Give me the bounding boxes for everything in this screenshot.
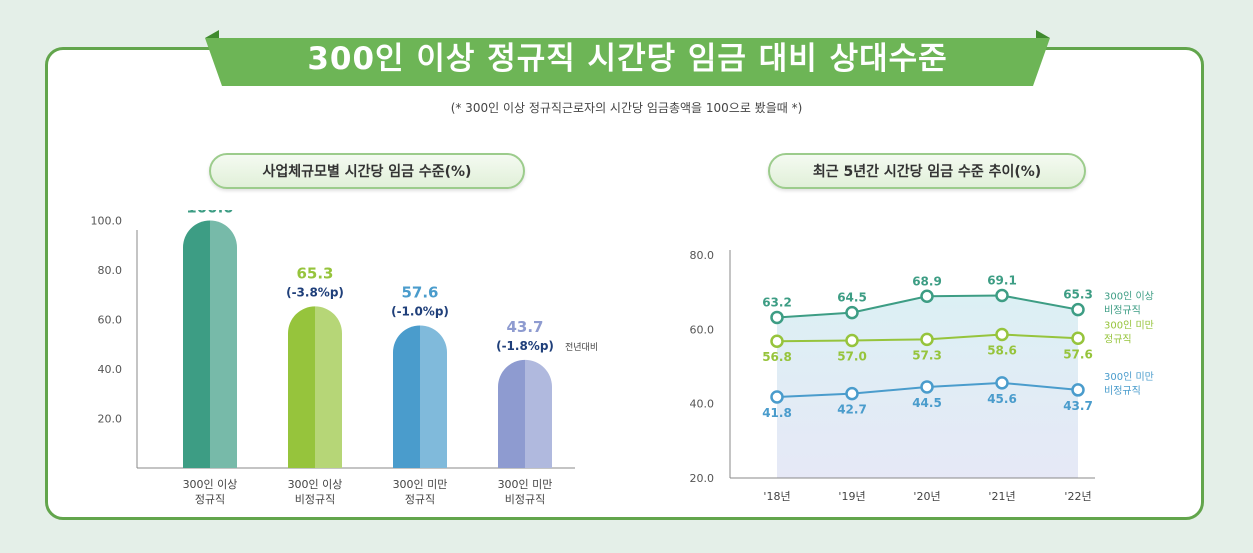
- data-point: [1071, 383, 1085, 397]
- bar-value-label: 100.0: [186, 210, 233, 217]
- data-label: 68.9: [912, 274, 942, 288]
- bar-4: [498, 359, 552, 468]
- data-point: [845, 305, 859, 320]
- data-point: [845, 333, 859, 348]
- data-label: 69.1: [987, 274, 1017, 288]
- data-label: 64.5: [837, 291, 867, 305]
- data-point: [770, 310, 784, 325]
- data-point: [1071, 302, 1085, 317]
- banner-ribbon: [205, 30, 1050, 86]
- data-label: 45.6: [987, 392, 1017, 406]
- bar-value-label: 57.6: [401, 283, 438, 301]
- data-point: [920, 332, 934, 347]
- bar-change-label: (-1.8%p): [496, 339, 554, 353]
- legend-label: 비정규직: [1104, 305, 1141, 317]
- change-unit-note: 전년대비: [565, 342, 598, 353]
- category-label: 비정규직: [295, 493, 335, 506]
- x-tick-label: '19년: [838, 490, 865, 503]
- left-chart-title: 사업체규모별 시간당 임금 수준(%): [209, 153, 525, 189]
- data-label: 57.0: [837, 349, 867, 363]
- y-tick-label: 20.0: [690, 472, 715, 485]
- bar-2: [288, 306, 342, 468]
- data-label: 65.3: [1063, 288, 1093, 302]
- y-tick-label: 80.0: [98, 264, 123, 277]
- page-title: 300인 이상 정규직 시간당 임금 대비 상대수준: [307, 41, 948, 77]
- category-label: 비정규직: [505, 493, 545, 506]
- category-label: 300인 미만: [393, 478, 448, 491]
- x-tick-label: '18년: [763, 490, 790, 503]
- category-label: 정규직: [405, 493, 435, 506]
- data-point: [920, 289, 934, 304]
- data-point: [845, 386, 859, 401]
- category-label: 300인 미만: [498, 478, 553, 491]
- data-label: 43.7: [1063, 399, 1093, 413]
- data-point: [995, 327, 1009, 342]
- x-tick-label: '22년: [1064, 490, 1091, 503]
- legend-label: 비정규직: [1104, 385, 1141, 397]
- legend-label: 300인 미만: [1104, 371, 1154, 383]
- title-banner: 300인 이상 정규직 시간당 임금 대비 상대수준: [205, 30, 1050, 88]
- legend-label: 300인 미만: [1104, 319, 1154, 331]
- data-point: [920, 380, 934, 394]
- y-tick-label: 60.0: [98, 314, 123, 327]
- y-tick-label: 80.0: [690, 249, 715, 262]
- bar-change-label: (-1.0%p): [391, 304, 449, 318]
- category-label: 정규직: [195, 493, 225, 506]
- data-point: [995, 376, 1009, 390]
- bar-value-label: 43.7: [506, 318, 543, 336]
- line-chart: 20.0 40.0 60.0 80.0 '18년 '19년 '20년 '21년 '22년 63.2…: [690, 249, 1154, 503]
- legend-label: 정규직: [1104, 333, 1132, 345]
- bar-change-label: (-3.8%p): [286, 285, 344, 299]
- right-chart-title: 최근 5년간 시간당 임금 수준 추이(%): [768, 153, 1086, 189]
- bar-value-label: 65.3: [296, 264, 333, 282]
- data-label: 57.3: [912, 348, 942, 362]
- y-tick-label: 60.0: [690, 323, 715, 336]
- y-tick-label: 100.0: [91, 215, 123, 228]
- y-tick-label: 40.0: [98, 363, 123, 376]
- legend-label: 300인 이상: [1104, 291, 1154, 303]
- y-tick-label: 40.0: [690, 398, 715, 411]
- data-label: 58.6: [987, 344, 1017, 358]
- data-point: [770, 390, 784, 404]
- data-label: 44.5: [912, 396, 942, 410]
- bar-1: [183, 220, 237, 468]
- x-tick-label: '21년: [988, 490, 1015, 503]
- data-point: [995, 288, 1009, 303]
- data-point: [1071, 331, 1085, 346]
- data-label: 57.6: [1063, 347, 1093, 361]
- category-label: 300인 이상: [288, 478, 343, 491]
- y-tick-label: 20.0: [98, 413, 123, 426]
- category-label: 300인 이상: [183, 478, 238, 491]
- data-label: 41.8: [762, 406, 792, 420]
- data-point: [770, 334, 784, 348]
- footnote-subtitle: (* 300인 이상 정규직근로자의 시간당 임금총액을 100으로 봤을때 *…: [450, 101, 803, 115]
- bar-3: [393, 325, 447, 468]
- data-label: 56.8: [762, 350, 792, 364]
- data-label: 42.7: [837, 403, 867, 417]
- x-tick-label: '20년: [913, 490, 940, 503]
- data-label: 63.2: [762, 295, 792, 309]
